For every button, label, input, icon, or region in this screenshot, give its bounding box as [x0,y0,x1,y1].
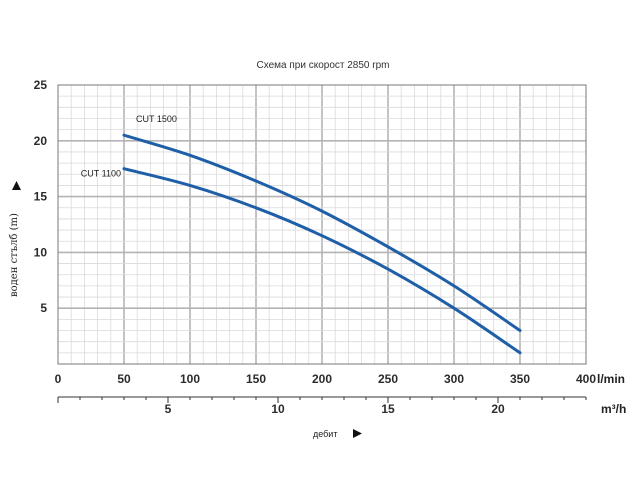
y-tick-label: 10 [34,245,48,259]
x-tick-label: 100 [180,372,200,386]
x-tick-label: 250 [378,372,398,386]
secondary-x-axis [57,396,587,403]
secondary-x-tick-label: 15 [381,402,395,416]
y-tick-label: 25 [34,78,48,92]
plot-area-border [57,84,587,365]
secondary-x-tick-label: 20 [491,402,505,416]
x-axis-tick-labels: 0 50 100 150 200 250 300 350 400 [55,372,597,386]
x-tick-label: 0 [55,372,62,386]
x-axis-arrow-icon [353,429,362,438]
y-tick-label: 5 [40,301,47,315]
y-tick-label: 15 [34,190,48,204]
y-axis-arrow-icon [12,181,21,190]
x-tick-label: 150 [246,372,266,386]
grid [58,85,586,364]
x-tick-label: 400 [576,372,596,386]
x-unit-primary: l/min [597,372,625,386]
series-line-1 [122,133,522,332]
x-tick-label: 350 [510,372,530,386]
y-axis-title: воден стълб (m) [9,213,20,297]
series-group: CUT 1500 CUT 1100 [81,114,522,355]
secondary-x-tick-label: 5 [165,402,172,416]
y-axis-tick-labels: 5 10 15 20 25 [34,78,48,315]
secondary-x-tick-label: 10 [271,402,285,416]
x-tick-label: 200 [312,372,332,386]
chart-title: Схема при скорост 2850 rpm [256,60,389,71]
x-unit-secondary: m³/h [601,402,626,416]
x-axis-title: дебит [313,429,337,439]
secondary-x-axis-tick-labels: 5 10 15 20 [165,402,505,416]
x-tick-label: 300 [444,372,464,386]
x-tick-label: 50 [117,372,131,386]
series-line-2 [122,167,522,355]
series-label-1: CUT 1500 [136,114,177,124]
y-tick-label: 20 [34,134,48,148]
series-label-2: CUT 1100 [81,169,121,179]
